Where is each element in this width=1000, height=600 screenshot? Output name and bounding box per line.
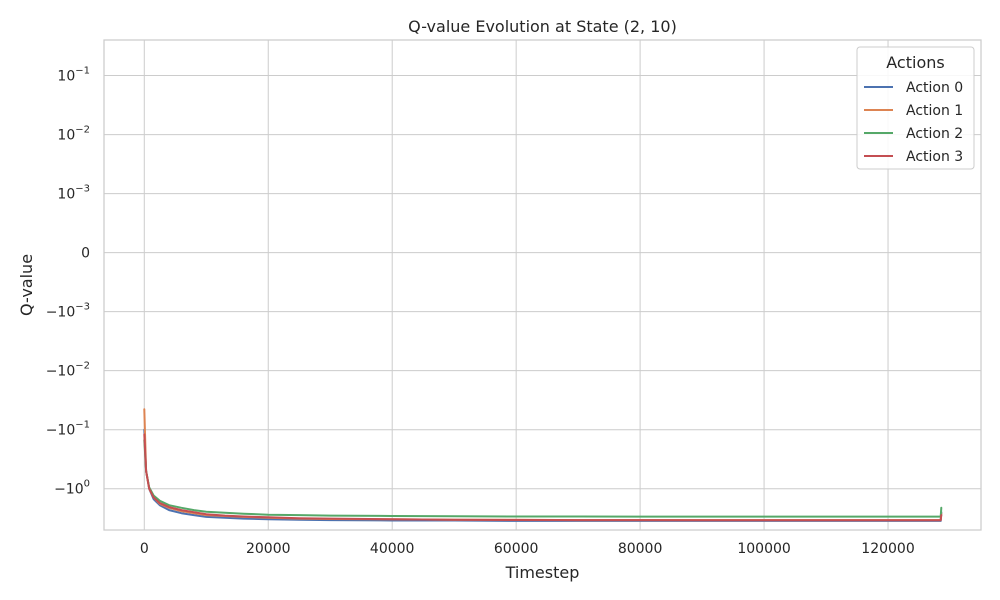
x-axis-label: Timestep [505, 563, 580, 582]
legend-label-action-2: Action 2 [906, 126, 963, 142]
legend-label-action-1: Action 1 [906, 103, 963, 119]
y-tick-label: −10−2 [46, 361, 90, 380]
y-tick-labels: 10−1 10−2 10−3 0 −10−3 −10−2 −10−1 −100 [46, 66, 90, 498]
plot-frame [103, 39, 982, 531]
series-layer [143, 408, 943, 522]
legend-title: Actions [886, 53, 944, 72]
legend: Actions Action 0 Action 1 Action 2 Action 3 [856, 46, 975, 170]
x-tick-label: 20000 [246, 541, 291, 557]
x-tick-label: 0 [140, 541, 149, 557]
plot-background [104, 40, 981, 530]
y-tick-label: −10−3 [46, 302, 90, 321]
y-tick-label: 0 [81, 246, 90, 262]
legend-box [856, 46, 975, 170]
x-tick-labels: 0 20000 40000 60000 80000 100000 120000 [140, 541, 915, 557]
grid [104, 40, 981, 530]
series-line-action-3 [143, 433, 943, 522]
x-tick-label: 60000 [494, 541, 539, 557]
y-tick-label: 10−2 [57, 125, 90, 144]
x-tick-label: 80000 [618, 541, 663, 557]
chart-title: Q-value Evolution at State (2, 10) [408, 17, 677, 36]
y-tick-label: −100 [54, 479, 90, 498]
legend-label-action-0: Action 0 [906, 80, 963, 96]
y-tick-label: −10−1 [46, 420, 90, 439]
y-axis-label: Q-value [17, 254, 36, 316]
y-tick-label: 10−3 [57, 184, 90, 203]
x-tick-label: 40000 [370, 541, 415, 557]
legend-label-action-3: Action 3 [906, 149, 963, 165]
x-tick-label: 120000 [861, 541, 914, 557]
series-line-action-2 [143, 439, 943, 518]
x-tick-label: 100000 [737, 541, 790, 557]
y-tick-label: 10−1 [57, 66, 90, 85]
